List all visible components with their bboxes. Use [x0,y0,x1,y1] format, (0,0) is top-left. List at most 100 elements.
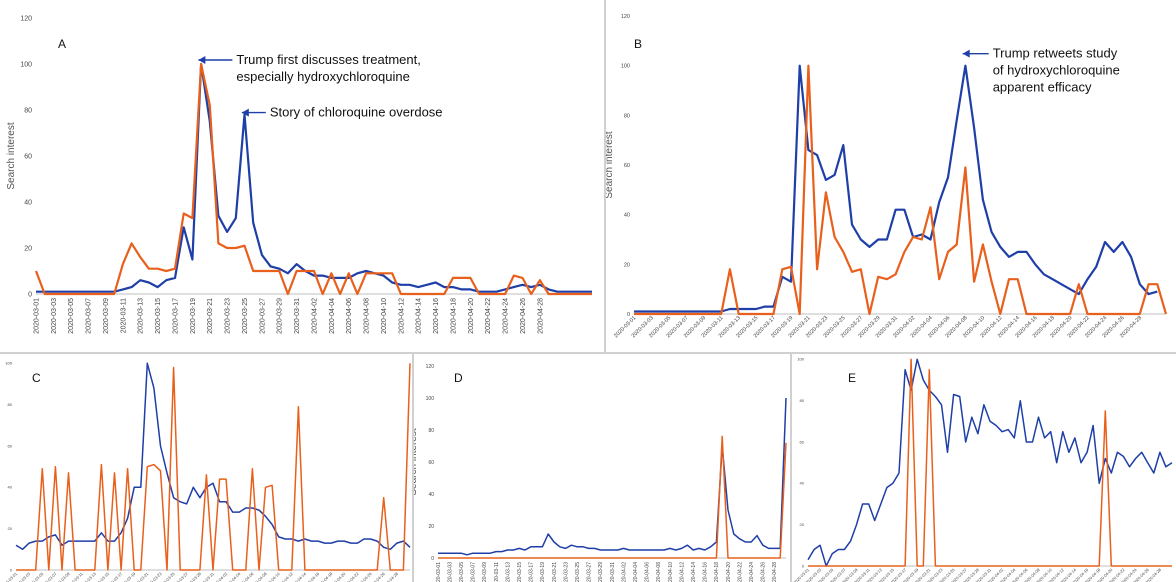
y-tick-label: 20 [624,262,630,268]
y-tick-label: 120 [426,364,435,370]
y-tick-label: 100 [426,396,435,402]
x-tick-label: 2020-03-01 [436,562,442,582]
x-tick-label: 2020-03-19 [540,562,546,582]
y-tick-label: 60 [24,153,32,160]
x-tick-label: 2020-04-08 [364,298,371,334]
chart-panel-c: 020406080100Search interest2020-03-01202… [0,354,412,582]
x-tick-label: 2020-04-12 [398,298,405,334]
y-tick-label: 20 [800,522,805,527]
panel-divider-horizontal [0,352,1176,354]
x-tick-label: 2020-04-02 [311,298,318,334]
x-tick-label: 2020-03-19 [118,571,137,582]
series-line-1 [807,358,1173,567]
x-tick-label: 2020-03-27 [259,298,266,334]
y-tick-label: 80 [624,113,630,119]
y-tick-label: 100 [5,361,12,366]
x-tick-label: 2020-03-23 [225,298,232,334]
x-tick-label: 2020-03-11 [66,571,84,582]
x-tick-label: 2020-03-11 [120,298,127,333]
x-tick-label: 2020-03-25 [242,298,249,334]
x-tick-label: 2020-03-21 [207,298,214,334]
x-tick-label: 2020-04-08 [656,562,662,582]
x-tick-label: 2020-03-29 [277,298,284,334]
panel-divider-vertical-top [604,0,606,352]
x-tick-label: 2020-03-05 [68,298,75,334]
x-tick-label: 2020-04-16 [302,571,321,582]
x-tick-label: 2020-03-13 [138,298,145,334]
x-tick-label: 2020-03-07 [471,562,477,582]
series-line-2 [16,363,411,571]
x-tick-label: 2020-04-26 [761,562,767,582]
x-tick-label: 2020-03-21 [552,562,558,582]
x-tick-label: 2020-04-28 [381,571,400,582]
y-tick-label: 120 [20,15,32,22]
x-tick-label: 2020-03-05 [459,562,465,582]
y-tick-label: 40 [8,485,13,490]
x-tick-label: 2020-04-06 [645,562,651,582]
x-tick-label: 2020-03-09 [53,571,72,582]
chart-e: 020406080100Search interest2020-03-01202… [792,357,1173,582]
x-tick-label: 2020-03-29 [598,562,604,582]
y-tick-label: 80 [800,398,805,403]
panel-label: C [32,371,41,385]
x-tick-label: 2020-03-17 [529,562,535,582]
panel-label: A [58,37,66,51]
x-tick-label: 2020-04-20 [328,571,347,582]
x-tick-label: 2020-03-01 [33,298,40,334]
series-line-2 [34,62,592,296]
x-tick-label: 2020-04-22 [342,571,361,582]
x-tick-label: 2020-04-04 [223,571,242,582]
y-axis-label: Search interest [606,131,615,198]
x-tick-label: 2020-04-26 [520,298,527,334]
y-tick-label: 80 [8,402,13,407]
x-tick-label: 2020-04-18 [714,562,720,582]
x-tick-label: 2020-04-24 [355,571,374,582]
x-tick-label: 2020-03-09 [103,298,110,334]
x-tick-label: 2020-04-18 [450,298,457,334]
panel-divider-vertical-bottom-1 [412,354,414,582]
x-tick-label: 2020-04-12 [679,562,685,582]
x-tick-label: 2020-04-10 [381,298,388,334]
x-tick-label: 2020-03-15 [517,562,523,582]
y-axis-label: Search interest [414,428,419,495]
x-tick-label: 2020-03-21 [131,571,150,582]
y-tick-label: 0 [802,563,805,568]
annotation-text: Trump first discusses treatment, [236,52,420,67]
x-tick-label: 2020-04-12 [276,571,295,582]
x-tick-label: 2020-04-10 [263,571,282,582]
chart-panel-e: 020406080100Search interest2020-03-01202… [792,354,1176,582]
y-tick-label: 80 [428,428,434,434]
x-tick-label: 2020-03-27 [171,571,190,582]
x-tick-label: 2020-03-07 [39,571,58,582]
x-tick-label: 2020-03-03 [13,571,32,582]
annotation-text: Story of chloroquine overdose [270,105,443,120]
x-tick-label: 2020-03-03 [447,562,453,582]
x-tick-label: 2020-03-25 [158,571,177,582]
x-tick-label: 2020-03-17 [172,298,179,334]
x-tick-label: 2020-04-28 [537,298,544,334]
x-tick-label: 2020-04-20 [726,562,732,582]
x-tick-label: 2020-03-11 [494,562,500,582]
x-tick-label: 2020-04-26 [368,571,387,582]
y-tick-label: 60 [8,443,13,448]
y-tick-label: 120 [621,14,630,20]
x-tick-label: 2020-04-08 [250,571,269,582]
x-tick-label: 2020-03-01 [0,571,19,582]
chart-panel-b: 0 20 40 60 80 100 120 Search interest 2020-03-01… [606,0,1176,352]
annotation-arrow-head [241,108,249,117]
panel-divider-vertical-bottom-2 [790,354,792,582]
panel-label: D [454,371,463,385]
x-tick-label: 2020-04-04 [329,298,336,334]
x-tick-label: 2020-03-13 [79,571,98,582]
y-tick-label: 20 [428,524,434,530]
x-tick-label: 2020-04-24 [503,298,510,334]
y-tick-label: 0 [627,312,630,318]
y-tick-label: 40 [24,199,32,206]
x-tick-label: 2020-04-14 [289,571,308,582]
y-tick-label: 80 [24,107,32,114]
x-tick-label: 2020-03-15 [92,571,111,582]
y-tick-label: 60 [800,439,805,444]
x-tick-label: 2020-03-29 [184,571,203,582]
x-tick-label: 2020-04-22 [485,298,492,334]
